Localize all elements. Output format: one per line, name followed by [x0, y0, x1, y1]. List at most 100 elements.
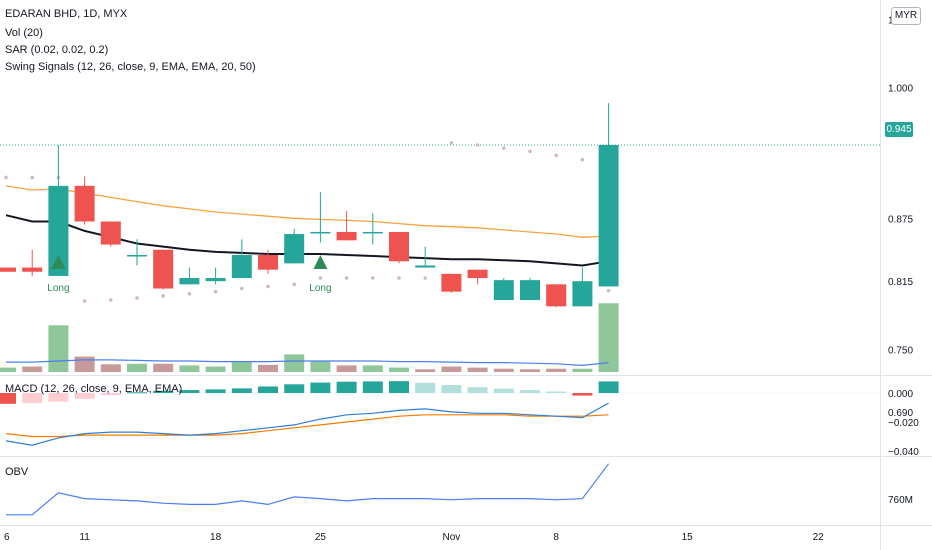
long-signal-label: Long [309, 283, 331, 294]
sar-legend[interactable]: SAR (0.02, 0.02, 0.2) [5, 44, 109, 56]
candle-body[interactable] [48, 185, 69, 276]
ema-slow-line [5, 185, 609, 238]
candle-body[interactable] [493, 280, 514, 301]
volume-bar [546, 368, 567, 372]
candle-body[interactable] [74, 185, 95, 222]
macd-histogram-bar [441, 385, 462, 393]
symbol-title[interactable]: EDARAN BHD, 1D, MYX [5, 8, 128, 20]
price-axis-label: 0.690 [888, 408, 913, 419]
currency-badge[interactable]: MYR [891, 7, 921, 25]
macd-histogram-bar [22, 393, 43, 404]
sar-dot [213, 289, 218, 294]
time-axis-label: 22 [813, 532, 825, 543]
candle-body[interactable] [100, 221, 121, 245]
macd-histogram-bar [48, 393, 69, 402]
sar-dot [397, 276, 401, 280]
sar-dot [449, 141, 454, 145]
volume-legend[interactable]: Vol (20) [5, 27, 43, 39]
volume-bar [598, 303, 619, 372]
sar-dot [318, 276, 323, 280]
candle-body[interactable] [572, 281, 593, 307]
sar-dot [344, 276, 349, 280]
sar-dot [240, 286, 244, 291]
sar-dot [292, 282, 297, 287]
macd-axis-label: −0.020 [888, 418, 919, 429]
volume-bar [74, 356, 95, 372]
candle-body[interactable] [336, 231, 357, 241]
time-axis-label: 8 [553, 532, 559, 543]
sar-dot [528, 149, 532, 154]
obv-legend[interactable]: OBV [5, 466, 29, 478]
volume-bar [572, 368, 593, 372]
long-signal-arrow [51, 255, 66, 269]
volume-bar [284, 354, 305, 372]
macd-axis-label: −0.040 [888, 447, 919, 458]
candle-body[interactable] [389, 231, 409, 262]
time-axis-label: 11 [79, 532, 90, 543]
candle-body[interactable] [22, 267, 43, 272]
macd-histogram-bar [493, 388, 514, 393]
volume-bar [520, 369, 540, 372]
candle-body[interactable] [258, 255, 278, 270]
macd-histogram-bar [284, 384, 305, 393]
candle-body[interactable] [467, 269, 488, 279]
volume-bar [389, 367, 409, 372]
candle-body[interactable] [127, 255, 147, 257]
candle-body[interactable] [284, 234, 305, 264]
price-axis-label: 0.875 [888, 214, 913, 225]
macd-histogram-bar [100, 393, 121, 396]
volume-bar [100, 364, 121, 372]
macd-histogram-bar [467, 387, 488, 393]
candle-body[interactable] [231, 255, 252, 279]
volume-bar [48, 325, 69, 372]
volume-bar [205, 366, 226, 372]
macd-histogram-bar [205, 389, 226, 393]
swing-signals-legend[interactable]: Swing Signals (12, 26, close, 9, EMA, EM… [5, 61, 256, 73]
time-axis-label: 6 [4, 532, 10, 543]
candle-body[interactable] [205, 278, 226, 282]
sar-dot [135, 296, 139, 300]
candle-body[interactable] [0, 267, 16, 272]
sar-dot [266, 284, 270, 289]
time-axis-label: Nov [443, 532, 461, 543]
macd-histogram-bar [336, 381, 357, 393]
volume-bar [336, 365, 357, 372]
candle-body[interactable] [598, 145, 619, 287]
volume-bar [22, 366, 43, 372]
candle-body[interactable] [362, 231, 383, 234]
sar-dot [82, 299, 87, 303]
macd-histogram-bar [598, 381, 619, 393]
macd-histogram-bar [74, 393, 95, 399]
last-price-tag: 0.945 [885, 122, 913, 137]
volume-bar [467, 367, 488, 372]
candle-body[interactable] [179, 278, 200, 285]
candle-body[interactable] [415, 265, 436, 268]
macd-histogram-bar [389, 381, 409, 393]
macd-signal-line [5, 414, 609, 438]
long-signal-arrow [313, 255, 328, 269]
macd-histogram-bar [310, 382, 331, 393]
volume-bar [179, 365, 200, 372]
macd-line [5, 402, 609, 446]
macd-histogram-bar [546, 391, 567, 393]
sar-dot [423, 276, 428, 280]
sar-dot [371, 276, 375, 280]
macd-histogram-bar [258, 386, 278, 393]
candle-body[interactable] [520, 280, 540, 301]
sar-dot [502, 146, 506, 150]
macd-legend[interactable]: MACD (12, 26, close, 9, EMA, EMA) [5, 383, 183, 395]
candle-body[interactable] [546, 284, 567, 307]
volume-bar [441, 366, 462, 372]
macd-histogram-bar [362, 381, 383, 393]
price-axis-label: 1.000 [888, 83, 913, 94]
candle-body[interactable] [441, 273, 462, 292]
candle-body[interactable] [153, 249, 174, 289]
sar-dot [187, 291, 192, 296]
time-axis-label: 18 [210, 532, 222, 543]
time-axis-label: 15 [682, 532, 694, 543]
sar-dot [554, 153, 558, 158]
candle-body[interactable] [310, 231, 331, 234]
sar-dot [109, 298, 113, 302]
macd-axis-label: 0.000 [888, 389, 913, 400]
